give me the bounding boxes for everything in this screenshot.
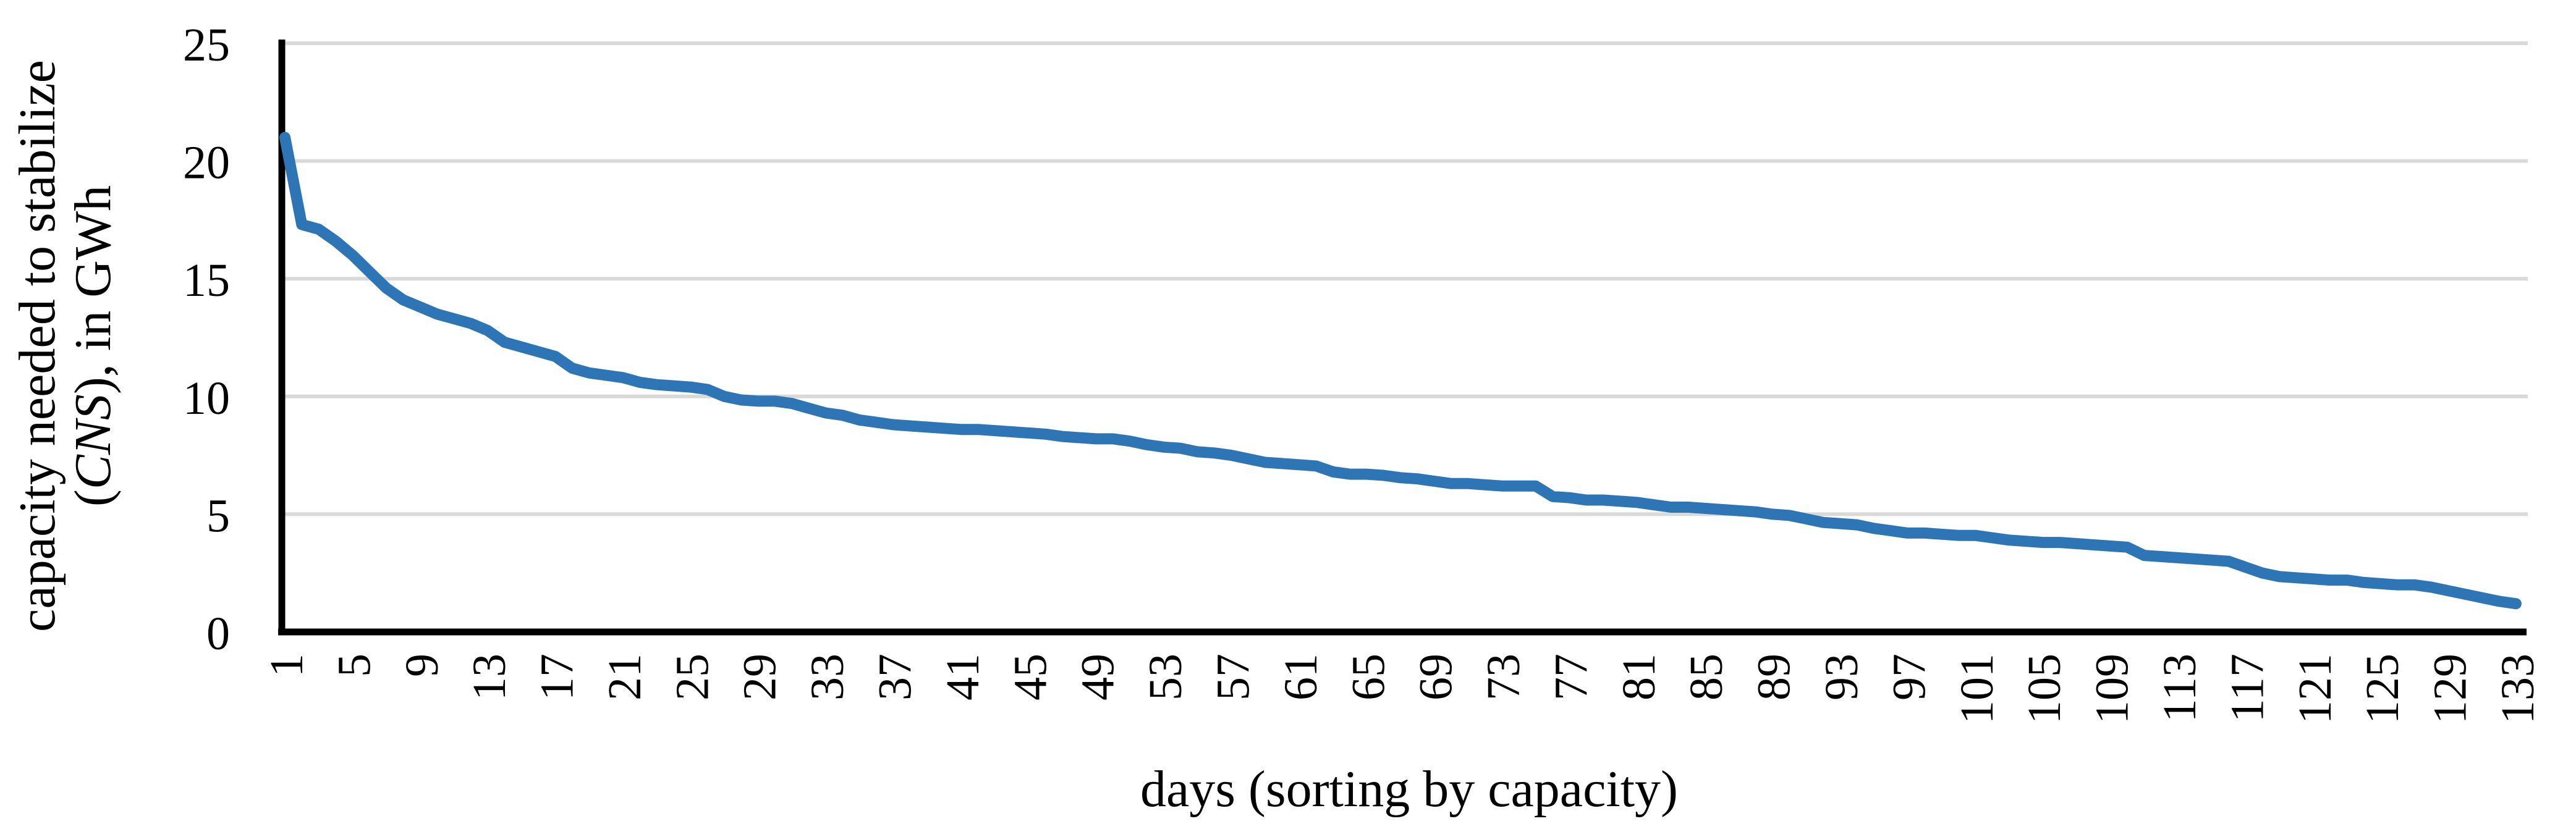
y-tick-label-15: 15	[183, 255, 230, 306]
x-tick-label-105: 105	[2019, 654, 2070, 724]
x-tick-label-73: 73	[1478, 654, 1530, 701]
x-tick-label-1: 1	[261, 654, 313, 677]
x-tick-label-17: 17	[532, 654, 583, 701]
x-axis-tick-labels: 1 5 9 13 17 21 25 29 33 37 41 45 49 53 57 61 65 69 73 77 81 8…	[261, 654, 2544, 724]
horizontal-gridlines	[282, 41, 2528, 516]
x-tick-label-109: 109	[2087, 654, 2138, 724]
x-tick-label-25: 25	[666, 654, 718, 701]
cns-series-line	[279, 132, 2522, 610]
x-tick-label-89: 89	[1748, 654, 1800, 701]
x-tick-label-33: 33	[802, 654, 854, 701]
x-tick-label-101: 101	[1951, 654, 2003, 724]
x-tick-label-129: 129	[2425, 654, 2476, 724]
x-tick-label-49: 49	[1072, 654, 1124, 701]
y-axis-title-line1: capacity needed to stabilize	[9, 60, 66, 632]
x-tick-label-121: 121	[2289, 654, 2341, 724]
x-tick-label-133: 133	[2492, 654, 2544, 724]
y-axis-title-cns-italic: CNS	[64, 394, 122, 489]
x-tick-label-113: 113	[2154, 654, 2206, 722]
y-tick-label-20: 20	[183, 137, 230, 189]
x-tick-label-69: 69	[1410, 654, 1462, 701]
y-tick-label-25: 25	[183, 19, 230, 71]
x-tick-label-5: 5	[328, 654, 380, 677]
y-tick-label-5: 5	[206, 490, 230, 542]
y-axis-title-line2: (CNS), in GWh	[64, 185, 122, 507]
y-tick-label-10: 10	[183, 372, 230, 424]
x-tick-label-93: 93	[1816, 654, 1868, 701]
y-tick-label-0: 0	[206, 608, 230, 660]
series-cns-polyline	[279, 132, 2522, 610]
x-tick-label-41: 41	[937, 654, 989, 701]
x-tick-label-45: 45	[1004, 654, 1056, 701]
x-tick-label-81: 81	[1613, 654, 1665, 701]
x-tick-label-13: 13	[464, 654, 515, 701]
y-axis-tick-labels: 0 5 10 15 20 25	[183, 19, 230, 660]
x-tick-label-9: 9	[396, 654, 448, 677]
x-tick-label-65: 65	[1342, 654, 1394, 701]
y-axis-title-line2-suffix: ), in GWh	[64, 185, 122, 394]
y-axis-title-line2-prefix: (	[64, 489, 122, 507]
x-tick-label-53: 53	[1140, 654, 1192, 701]
x-tick-label-97: 97	[1883, 654, 1935, 701]
x-tick-label-21: 21	[599, 654, 651, 701]
x-tick-label-125: 125	[2357, 654, 2409, 724]
x-tick-label-37: 37	[870, 654, 922, 701]
x-tick-label-61: 61	[1275, 654, 1327, 701]
x-tick-label-77: 77	[1545, 654, 1597, 701]
x-tick-label-29: 29	[734, 654, 786, 701]
axes	[278, 40, 2527, 636]
x-tick-label-57: 57	[1207, 654, 1259, 701]
x-tick-label-85: 85	[1680, 654, 1732, 701]
x-axis-title: days (sorting by capacity)	[1140, 760, 1678, 818]
x-tick-label-117: 117	[2221, 654, 2273, 722]
